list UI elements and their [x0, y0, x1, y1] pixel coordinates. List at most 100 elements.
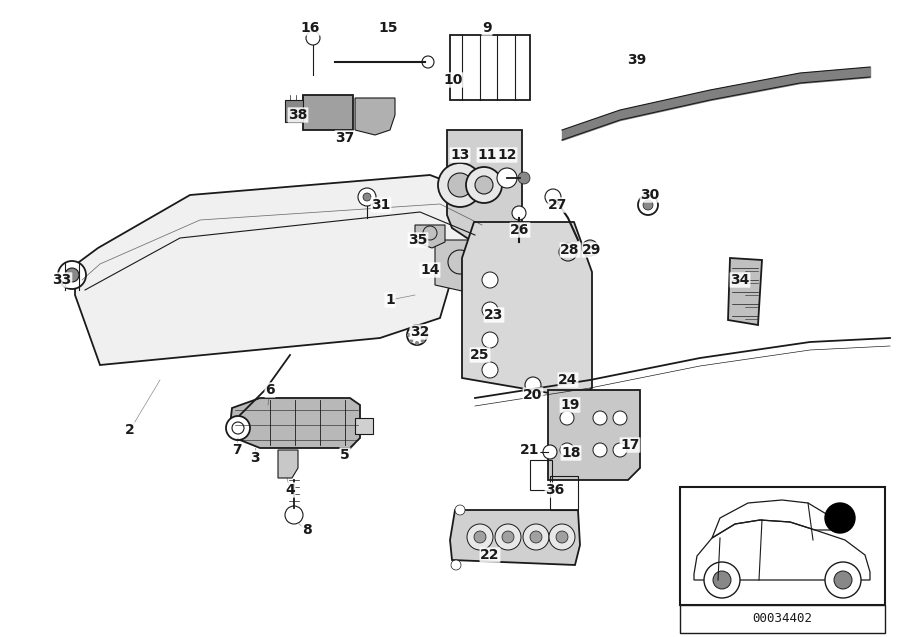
- Circle shape: [474, 531, 486, 543]
- Polygon shape: [75, 175, 490, 365]
- Polygon shape: [435, 240, 490, 295]
- Circle shape: [415, 341, 419, 345]
- Bar: [355, 418, 373, 434]
- Polygon shape: [462, 222, 592, 398]
- Text: 19: 19: [561, 398, 580, 412]
- Polygon shape: [415, 225, 445, 248]
- Text: 29: 29: [582, 243, 602, 257]
- Text: 36: 36: [545, 483, 564, 497]
- Circle shape: [482, 302, 498, 318]
- Circle shape: [306, 31, 320, 45]
- Text: 15: 15: [378, 21, 398, 35]
- Circle shape: [467, 524, 493, 550]
- Polygon shape: [450, 510, 580, 565]
- Circle shape: [556, 531, 568, 543]
- Text: 1: 1: [385, 293, 395, 307]
- Circle shape: [560, 411, 574, 425]
- Circle shape: [415, 325, 419, 329]
- Circle shape: [613, 443, 627, 457]
- Text: 12: 12: [498, 148, 517, 162]
- Circle shape: [420, 339, 425, 343]
- Text: 17: 17: [620, 438, 640, 452]
- Circle shape: [407, 333, 411, 337]
- Text: 35: 35: [409, 233, 428, 247]
- Circle shape: [363, 193, 371, 201]
- Circle shape: [560, 443, 574, 457]
- Text: 18: 18: [562, 446, 580, 460]
- Circle shape: [497, 168, 517, 188]
- Polygon shape: [548, 390, 640, 480]
- Text: 2: 2: [125, 423, 135, 437]
- Text: 16: 16: [301, 21, 320, 35]
- Bar: [680, 605, 885, 633]
- Polygon shape: [447, 130, 522, 248]
- Circle shape: [825, 562, 861, 598]
- Text: 34: 34: [730, 273, 750, 287]
- Bar: [285, 100, 303, 122]
- Circle shape: [455, 505, 465, 515]
- Circle shape: [358, 188, 376, 206]
- Bar: [680, 487, 885, 605]
- Text: 27: 27: [548, 198, 568, 212]
- Text: 33: 33: [52, 273, 72, 287]
- Circle shape: [582, 240, 598, 256]
- Circle shape: [495, 524, 521, 550]
- Circle shape: [512, 206, 526, 220]
- Circle shape: [825, 503, 855, 533]
- Circle shape: [448, 173, 472, 197]
- Bar: [303, 95, 353, 130]
- Circle shape: [466, 167, 502, 203]
- Text: 28: 28: [560, 243, 580, 257]
- Bar: [450, 35, 530, 100]
- Polygon shape: [278, 450, 298, 478]
- Text: 24: 24: [558, 373, 578, 387]
- Circle shape: [410, 327, 413, 331]
- Circle shape: [410, 339, 413, 343]
- Text: 8: 8: [302, 523, 312, 537]
- Text: 13: 13: [450, 148, 470, 162]
- Circle shape: [482, 272, 498, 288]
- Text: 4: 4: [285, 483, 295, 497]
- Bar: [550, 476, 578, 510]
- Circle shape: [525, 377, 541, 393]
- Circle shape: [530, 531, 542, 543]
- Text: 6: 6: [266, 383, 274, 397]
- Text: 10: 10: [444, 73, 463, 87]
- Text: 20: 20: [523, 388, 543, 402]
- Circle shape: [407, 325, 427, 345]
- Text: 22: 22: [481, 548, 500, 562]
- Text: 38: 38: [288, 108, 308, 122]
- Circle shape: [65, 268, 79, 282]
- Circle shape: [593, 411, 607, 425]
- Text: 26: 26: [510, 223, 530, 237]
- Circle shape: [834, 571, 852, 589]
- Polygon shape: [355, 98, 395, 135]
- Text: 5: 5: [340, 448, 350, 462]
- Circle shape: [518, 172, 530, 184]
- Polygon shape: [230, 398, 360, 448]
- Circle shape: [482, 332, 498, 348]
- Text: 21: 21: [520, 443, 540, 457]
- Text: 11: 11: [477, 148, 497, 162]
- Text: 37: 37: [336, 131, 355, 145]
- Circle shape: [226, 416, 250, 440]
- Circle shape: [438, 163, 482, 207]
- Circle shape: [704, 562, 740, 598]
- Circle shape: [420, 327, 425, 331]
- Circle shape: [543, 445, 557, 459]
- Text: 31: 31: [372, 198, 391, 212]
- Circle shape: [549, 524, 575, 550]
- Circle shape: [475, 176, 493, 194]
- Circle shape: [593, 443, 607, 457]
- Text: 7: 7: [232, 443, 242, 457]
- Circle shape: [423, 333, 427, 337]
- Text: 9: 9: [482, 21, 491, 35]
- Circle shape: [58, 261, 86, 289]
- Text: 30: 30: [641, 188, 660, 202]
- Circle shape: [502, 531, 514, 543]
- Text: 00034402: 00034402: [752, 613, 813, 626]
- Text: 32: 32: [410, 325, 429, 339]
- Circle shape: [451, 560, 461, 570]
- Circle shape: [613, 411, 627, 425]
- Circle shape: [713, 571, 731, 589]
